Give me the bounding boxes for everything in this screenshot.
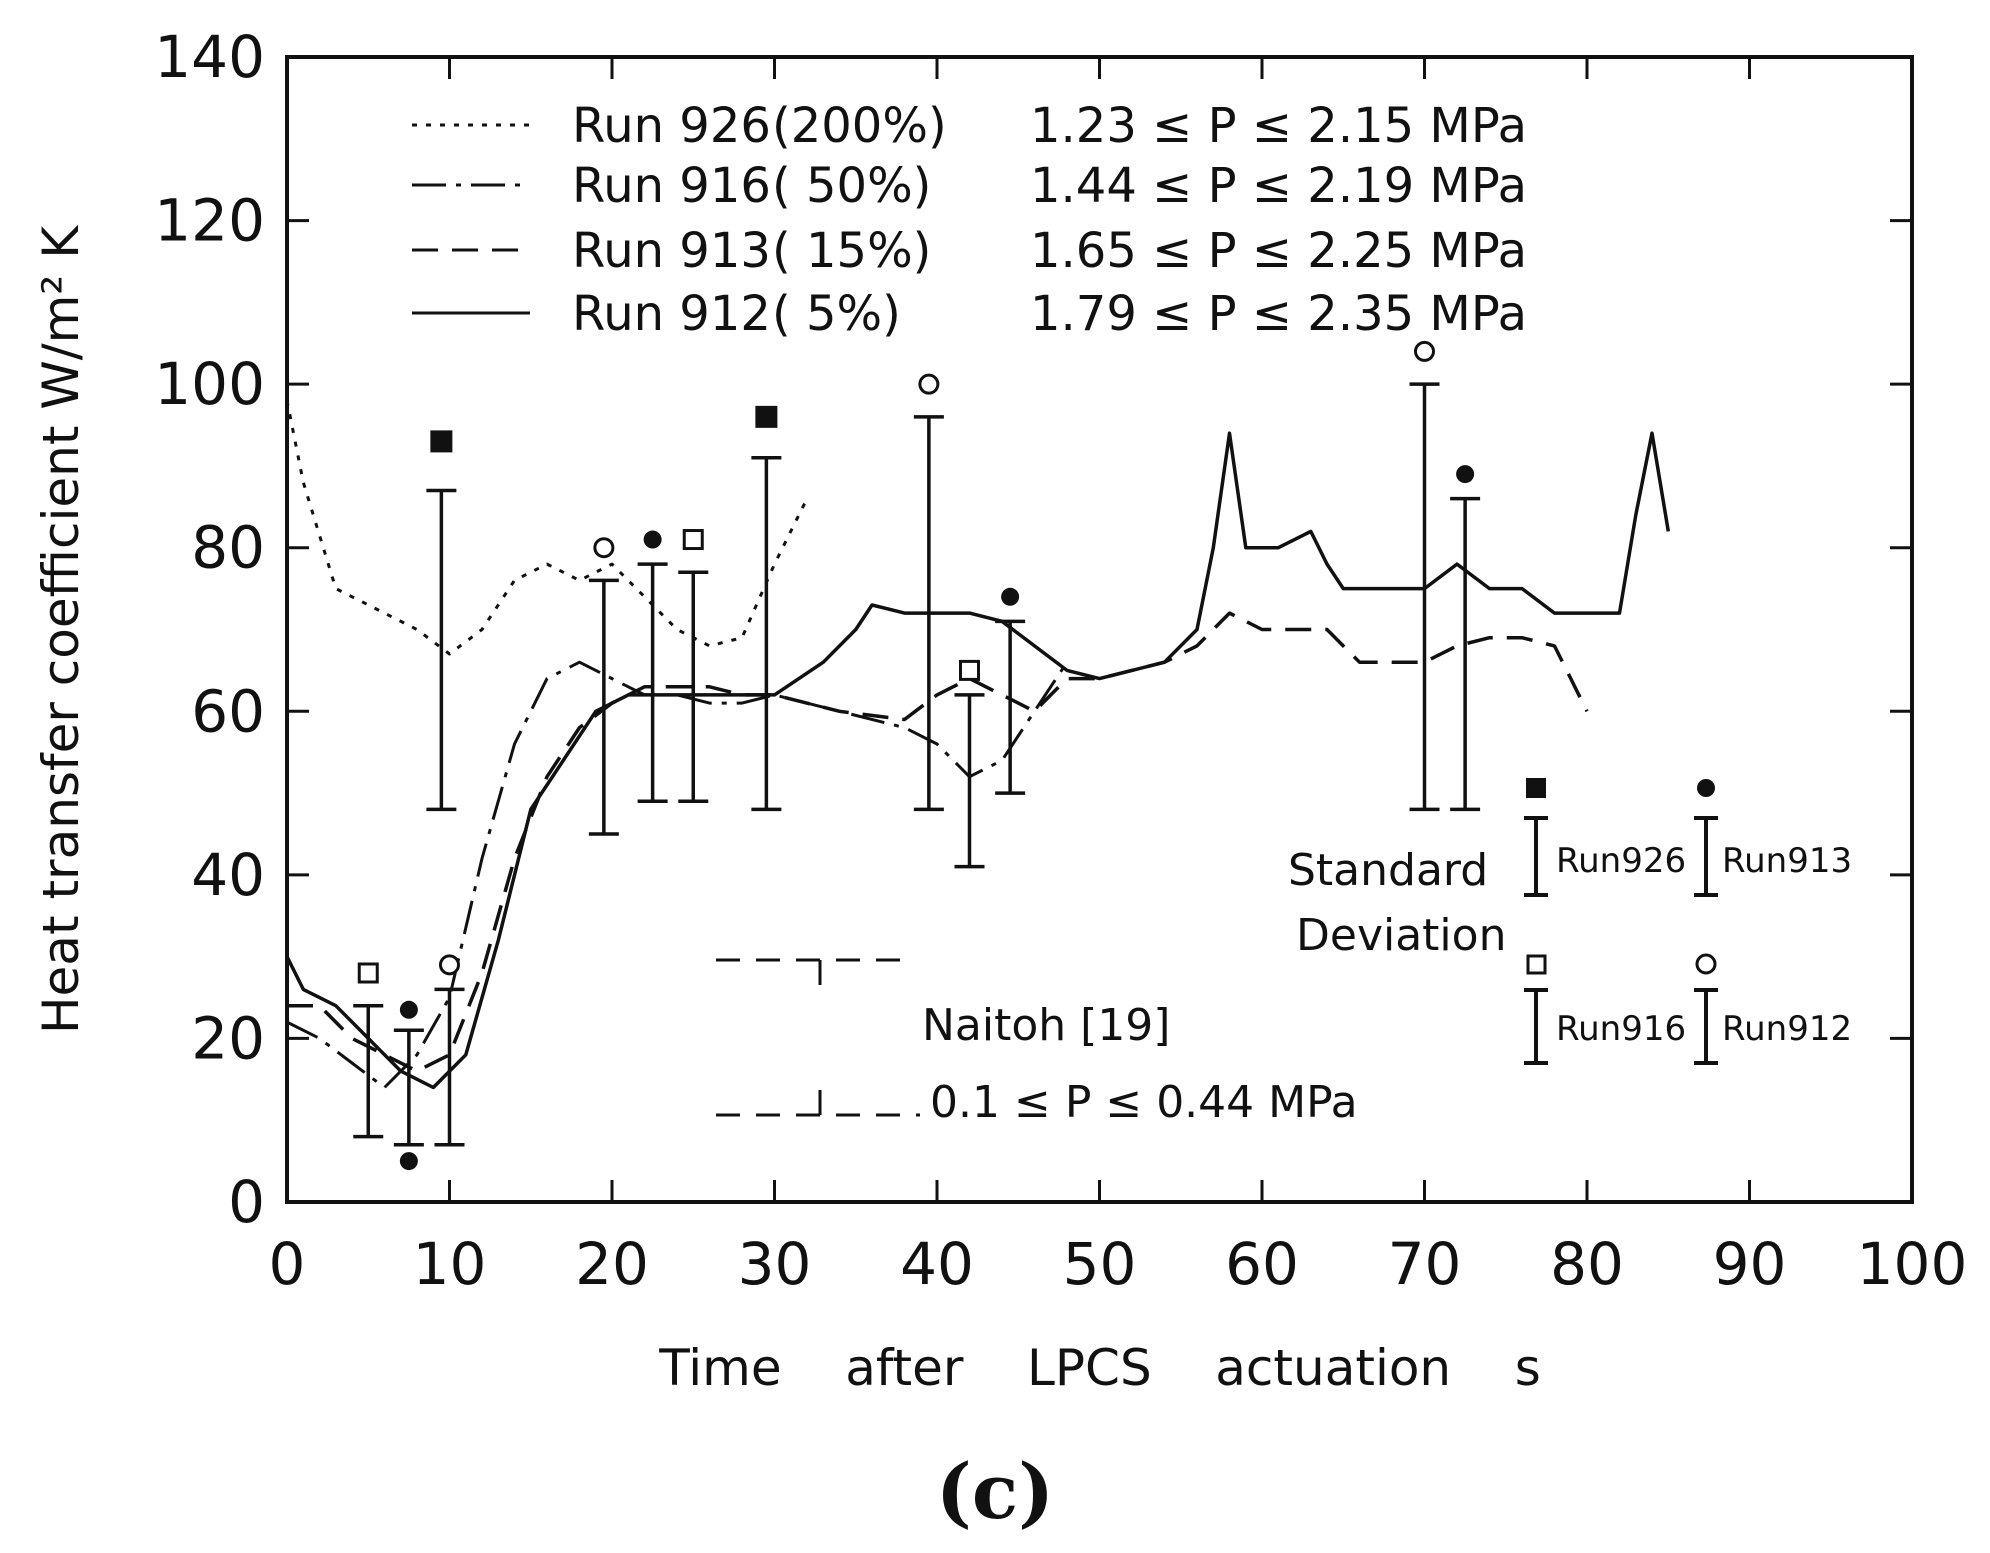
- naitoh-range: 0.1 ≤ P ≤ 0.44 MPa: [930, 1077, 1358, 1128]
- error-marker-3: [430, 430, 453, 453]
- error-marker-11: [1414, 340, 1435, 362]
- x-axis-title: Time after LPCS actuation s: [658, 1339, 1541, 1397]
- x-tick-label-4: 40: [900, 1230, 974, 1298]
- y-tick-label-1: 20: [191, 1004, 265, 1072]
- panel-label: (c): [936, 1447, 1054, 1536]
- legend-run-912: Run 912: [572, 286, 771, 342]
- sd-marker-run912: [1695, 953, 1717, 975]
- x-tick-label-2: 20: [575, 1230, 649, 1298]
- y-tick-labels: 0 20 40 60 80 100 120 140: [154, 23, 265, 1236]
- x-tick-label-0: 0: [269, 1230, 306, 1298]
- error-marker-1: [399, 1000, 418, 1019]
- error-marker-0: [357, 962, 379, 984]
- legend-pct-926: (200%): [772, 98, 947, 154]
- y-tick-label-0: 0: [228, 1168, 265, 1236]
- legend-run-926: Run 926: [572, 98, 771, 154]
- x-tick-label-9: 90: [1713, 1230, 1787, 1298]
- sd-marker-run913: [1697, 779, 1715, 797]
- error-marker-12: [1456, 465, 1475, 484]
- error-marker-2: [439, 954, 460, 976]
- legend-pct-912: ( 5%): [772, 286, 901, 342]
- series-lines: [285, 400, 1671, 1090]
- legend-range-926: 1.23 ≤ P ≤ 2.15 MPa: [1030, 98, 1527, 154]
- x-tick-label-8: 80: [1550, 1230, 1624, 1298]
- y-tick-label-2: 40: [191, 841, 265, 909]
- y-tick-label-5: 100: [154, 350, 265, 418]
- sd-label-line1: Standard: [1288, 845, 1488, 896]
- error-marker-5: [643, 530, 662, 549]
- x-tick-label-10: 100: [1857, 1230, 1968, 1298]
- sd-run913-label: Run913: [1722, 841, 1852, 881]
- standard-deviation-key: Standard Deviation Run926 Run913 Run916 …: [1288, 778, 1852, 1065]
- legend: Run 926 (200%) 1.23 ≤ P ≤ 2.15 MPa Run 9…: [412, 98, 1527, 342]
- sd-marker-run926: [1526, 778, 1546, 798]
- error-marker-6: [682, 529, 704, 551]
- error-marker-7: [755, 405, 778, 428]
- x-tick-labels: 0 10 20 30 40 50 60 70 80 90 100: [269, 1230, 1968, 1298]
- legend-run-913: Run 913: [572, 223, 771, 279]
- axis-ticks: [285, 55, 1914, 1204]
- error-marker-8: [918, 373, 940, 395]
- series-line-run926: [285, 400, 809, 656]
- sd-run912-label: Run912: [1722, 1009, 1852, 1049]
- naitoh-annotation: Naitoh [19] 0.1 ≤ P ≤ 0.44 MPa: [716, 958, 1358, 1128]
- sd-label-line2: Deviation: [1296, 910, 1506, 961]
- sd-run916-label: Run916: [1556, 1009, 1686, 1049]
- legend-pct-916: ( 50%): [772, 158, 931, 214]
- legend-range-912: 1.79 ≤ P ≤ 2.35 MPa: [1030, 286, 1527, 342]
- x-tick-label-6: 60: [1225, 1230, 1299, 1298]
- series-line-run913: [287, 611, 1589, 1073]
- x-tick-label-5: 50: [1063, 1230, 1137, 1298]
- y-tick-label-6: 120: [154, 187, 265, 255]
- error-marker-10: [1001, 587, 1020, 606]
- x-tick-label-1: 10: [413, 1230, 487, 1298]
- y-axis-title: Heat transfer coefficient W/m² K: [32, 225, 90, 1034]
- series-line-run912: [285, 431, 1671, 1090]
- y-tick-label-7: 140: [154, 23, 265, 91]
- x-tick-label-3: 30: [738, 1230, 812, 1298]
- naitoh-label: Naitoh [19]: [922, 1000, 1170, 1051]
- legend-range-913: 1.65 ≤ P ≤ 2.25 MPa: [1030, 223, 1527, 279]
- legend-run-916: Run 916: [572, 158, 771, 214]
- y-tick-label-3: 60: [191, 677, 265, 745]
- extra-point-0: [399, 1152, 418, 1171]
- error-marker-4: [593, 537, 615, 559]
- legend-pct-913: ( 15%): [772, 223, 931, 279]
- error-marker-9: [959, 659, 980, 681]
- legend-range-916: 1.44 ≤ P ≤ 2.19 MPa: [1030, 158, 1527, 214]
- y-tick-label-4: 80: [191, 514, 265, 582]
- sd-marker-run916: [1526, 954, 1547, 975]
- error-bars: [353, 340, 1481, 1171]
- x-tick-label-7: 70: [1388, 1230, 1462, 1298]
- sd-run926-label: Run926: [1556, 841, 1686, 881]
